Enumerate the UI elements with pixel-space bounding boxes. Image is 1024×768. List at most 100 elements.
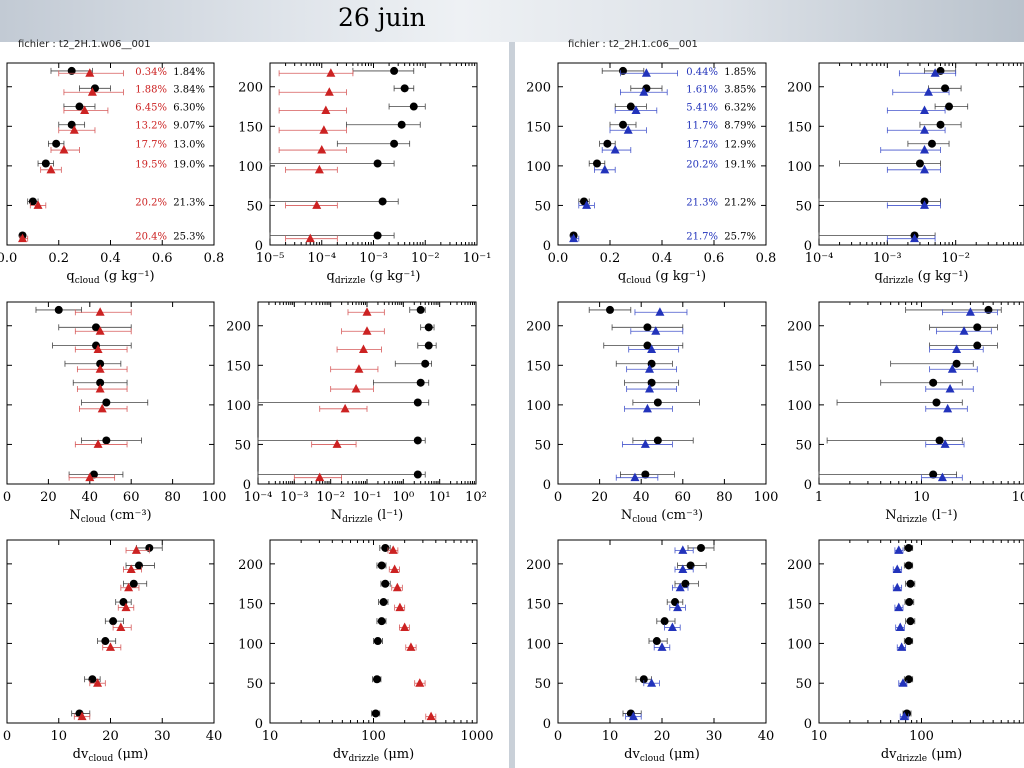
annotation-percent-b: 3.85% (724, 84, 756, 95)
x-tick-label: 10⁻³ (873, 251, 902, 266)
y-tick-label: 200 (526, 81, 551, 96)
data-point-circle (424, 341, 433, 350)
x-tick-label: 0.4 (100, 251, 121, 266)
data-point-triangle (675, 582, 685, 592)
x-axis-label: Ndrizzle (l⁻¹) (331, 508, 404, 525)
x-tick-label: 10² (465, 490, 487, 505)
x-tick-label: 10 (50, 729, 67, 744)
data-point-circle (643, 341, 652, 350)
x-tick-label: 10⁻⁴ (307, 251, 336, 266)
data-point-triangle (324, 87, 334, 96)
plot-frame (818, 62, 1024, 246)
data-point-triangle (77, 711, 87, 721)
data-point-triangle (332, 439, 342, 448)
data-point-triangle (628, 711, 638, 721)
data-point-triangle (116, 622, 126, 632)
plot-frame (557, 301, 767, 485)
data-point-triangle (69, 125, 79, 134)
data-point-circle (652, 637, 661, 646)
x-tick-label: 10⁻⁴ (805, 251, 834, 266)
data-point-triangle (97, 403, 107, 413)
data-point-circle (619, 120, 627, 129)
x-tick-label: 10 (913, 490, 930, 505)
data-point-triangle (95, 384, 105, 393)
data-point-triangle (651, 326, 661, 335)
data-point-triangle (940, 439, 950, 448)
data-point-circle (371, 709, 380, 718)
data-point-triangle (647, 344, 657, 353)
data-point-triangle (667, 622, 677, 632)
data-point-triangle (898, 678, 908, 687)
data-point-circle (929, 378, 938, 387)
data-point-circle (88, 675, 97, 684)
data-point-triangle (894, 602, 904, 612)
x-tick-label: 30 (706, 729, 723, 744)
data-point-circle (653, 398, 662, 407)
data-point-triangle (673, 602, 683, 612)
x-tick-label: 60 (675, 490, 692, 505)
data-point-circle (390, 139, 399, 148)
x-tick-label: 10⁻³ (280, 490, 309, 505)
x-axis-label: qcloud (g kg⁻¹) (618, 269, 706, 286)
data-point-triangle (645, 364, 655, 373)
data-point-circle (593, 159, 601, 168)
file-label-right: fichier : t2_2H.1.c06__001 (568, 39, 698, 50)
x-axis-label: qdrizzle (g kg⁻¹) (327, 269, 421, 286)
data-point-triangle (639, 87, 649, 96)
x-tick-label: 10⁻² (316, 490, 345, 505)
data-point-circle (377, 561, 386, 570)
annotation-percent-b: 13.0% (173, 140, 205, 151)
data-point-circle (379, 598, 388, 607)
y-tick-label: 100 (226, 399, 251, 414)
y-tick-label: 100 (787, 637, 812, 652)
data-point-circle (952, 359, 961, 368)
data-point-circle (935, 436, 944, 445)
data-point-circle (413, 436, 422, 445)
data-point-triangle (959, 326, 969, 335)
x-tick-label: 0 (3, 729, 11, 744)
data-point-circle (697, 543, 705, 552)
data-point-circle (381, 579, 390, 588)
y-tick-label: 0 (543, 717, 551, 732)
data-point-triangle (340, 403, 350, 413)
x-tick-label: 10⁻¹ (463, 251, 492, 266)
x-tick-label: 20 (591, 490, 608, 505)
data-point-triangle (354, 364, 364, 373)
x-tick-label: 0.4 (652, 251, 673, 266)
data-point-triangle (392, 582, 402, 592)
y-tick-label: 150 (787, 120, 812, 135)
data-point-circle (54, 305, 63, 314)
data-point-circle (75, 102, 84, 111)
data-point-triangle (326, 68, 336, 77)
data-point-circle (372, 675, 381, 684)
x-tick-label: 0 (554, 729, 562, 744)
y-tick-label: 200 (526, 320, 551, 335)
data-point-circle (681, 579, 690, 588)
data-point-triangle (121, 602, 131, 612)
x-tick-label: 100 (754, 490, 779, 505)
data-point-triangle (894, 545, 904, 554)
plot-frame (818, 539, 1024, 724)
data-point-triangle (85, 68, 95, 77)
annotation-percent-b: 8.79% (724, 121, 756, 132)
y-tick-label: 50 (795, 677, 812, 692)
file-label-left: fichier : t2_2H.1.w06__001 (18, 39, 151, 50)
data-point-triangle (95, 326, 105, 335)
x-tick-label: 80 (716, 490, 733, 505)
data-point-circle (52, 139, 61, 148)
x-tick-label: 10⁻² (941, 251, 970, 266)
y-tick-label: 150 (526, 359, 551, 374)
y-tick-label: 0 (543, 239, 551, 254)
x-tick-label: 0.8 (204, 251, 225, 266)
data-point-triangle (952, 344, 962, 353)
annotation-percent-a: 1.61% (686, 84, 718, 95)
data-point-triangle (93, 678, 103, 687)
data-point-circle (626, 102, 635, 111)
x-tick-label: 0.8 (756, 251, 777, 266)
data-point-triangle (920, 200, 930, 209)
data-point-triangle (647, 678, 657, 687)
